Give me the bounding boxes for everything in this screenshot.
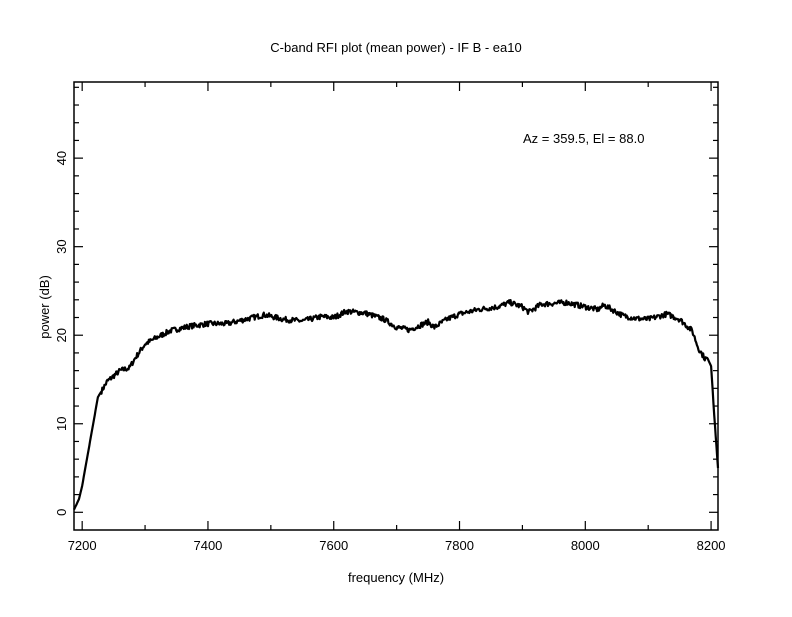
- y-tick-label: 20: [54, 328, 69, 342]
- y-tick-label: 10: [54, 417, 69, 431]
- x-tick-label: 7400: [193, 538, 222, 553]
- x-tick-label: 7800: [445, 538, 474, 553]
- x-tick-label: 8000: [571, 538, 600, 553]
- y-tick-label: 40: [54, 151, 69, 165]
- az-el-annotation: Az = 359.5, El = 88.0: [523, 131, 644, 146]
- x-axis-label: frequency (MHz): [348, 570, 444, 585]
- power-series-line: [73, 299, 720, 511]
- x-tick-label: 7600: [319, 538, 348, 553]
- plot-frame: [73, 81, 719, 531]
- y-tick-label: 0: [54, 509, 69, 516]
- chart-title: C-band RFI plot (mean power) - IF B - ea…: [270, 40, 521, 55]
- x-tick-label: 7200: [68, 538, 97, 553]
- x-tick-label: 8200: [697, 538, 726, 553]
- y-axis-label: power (dB): [37, 275, 52, 339]
- y-tick-label: 30: [54, 239, 69, 253]
